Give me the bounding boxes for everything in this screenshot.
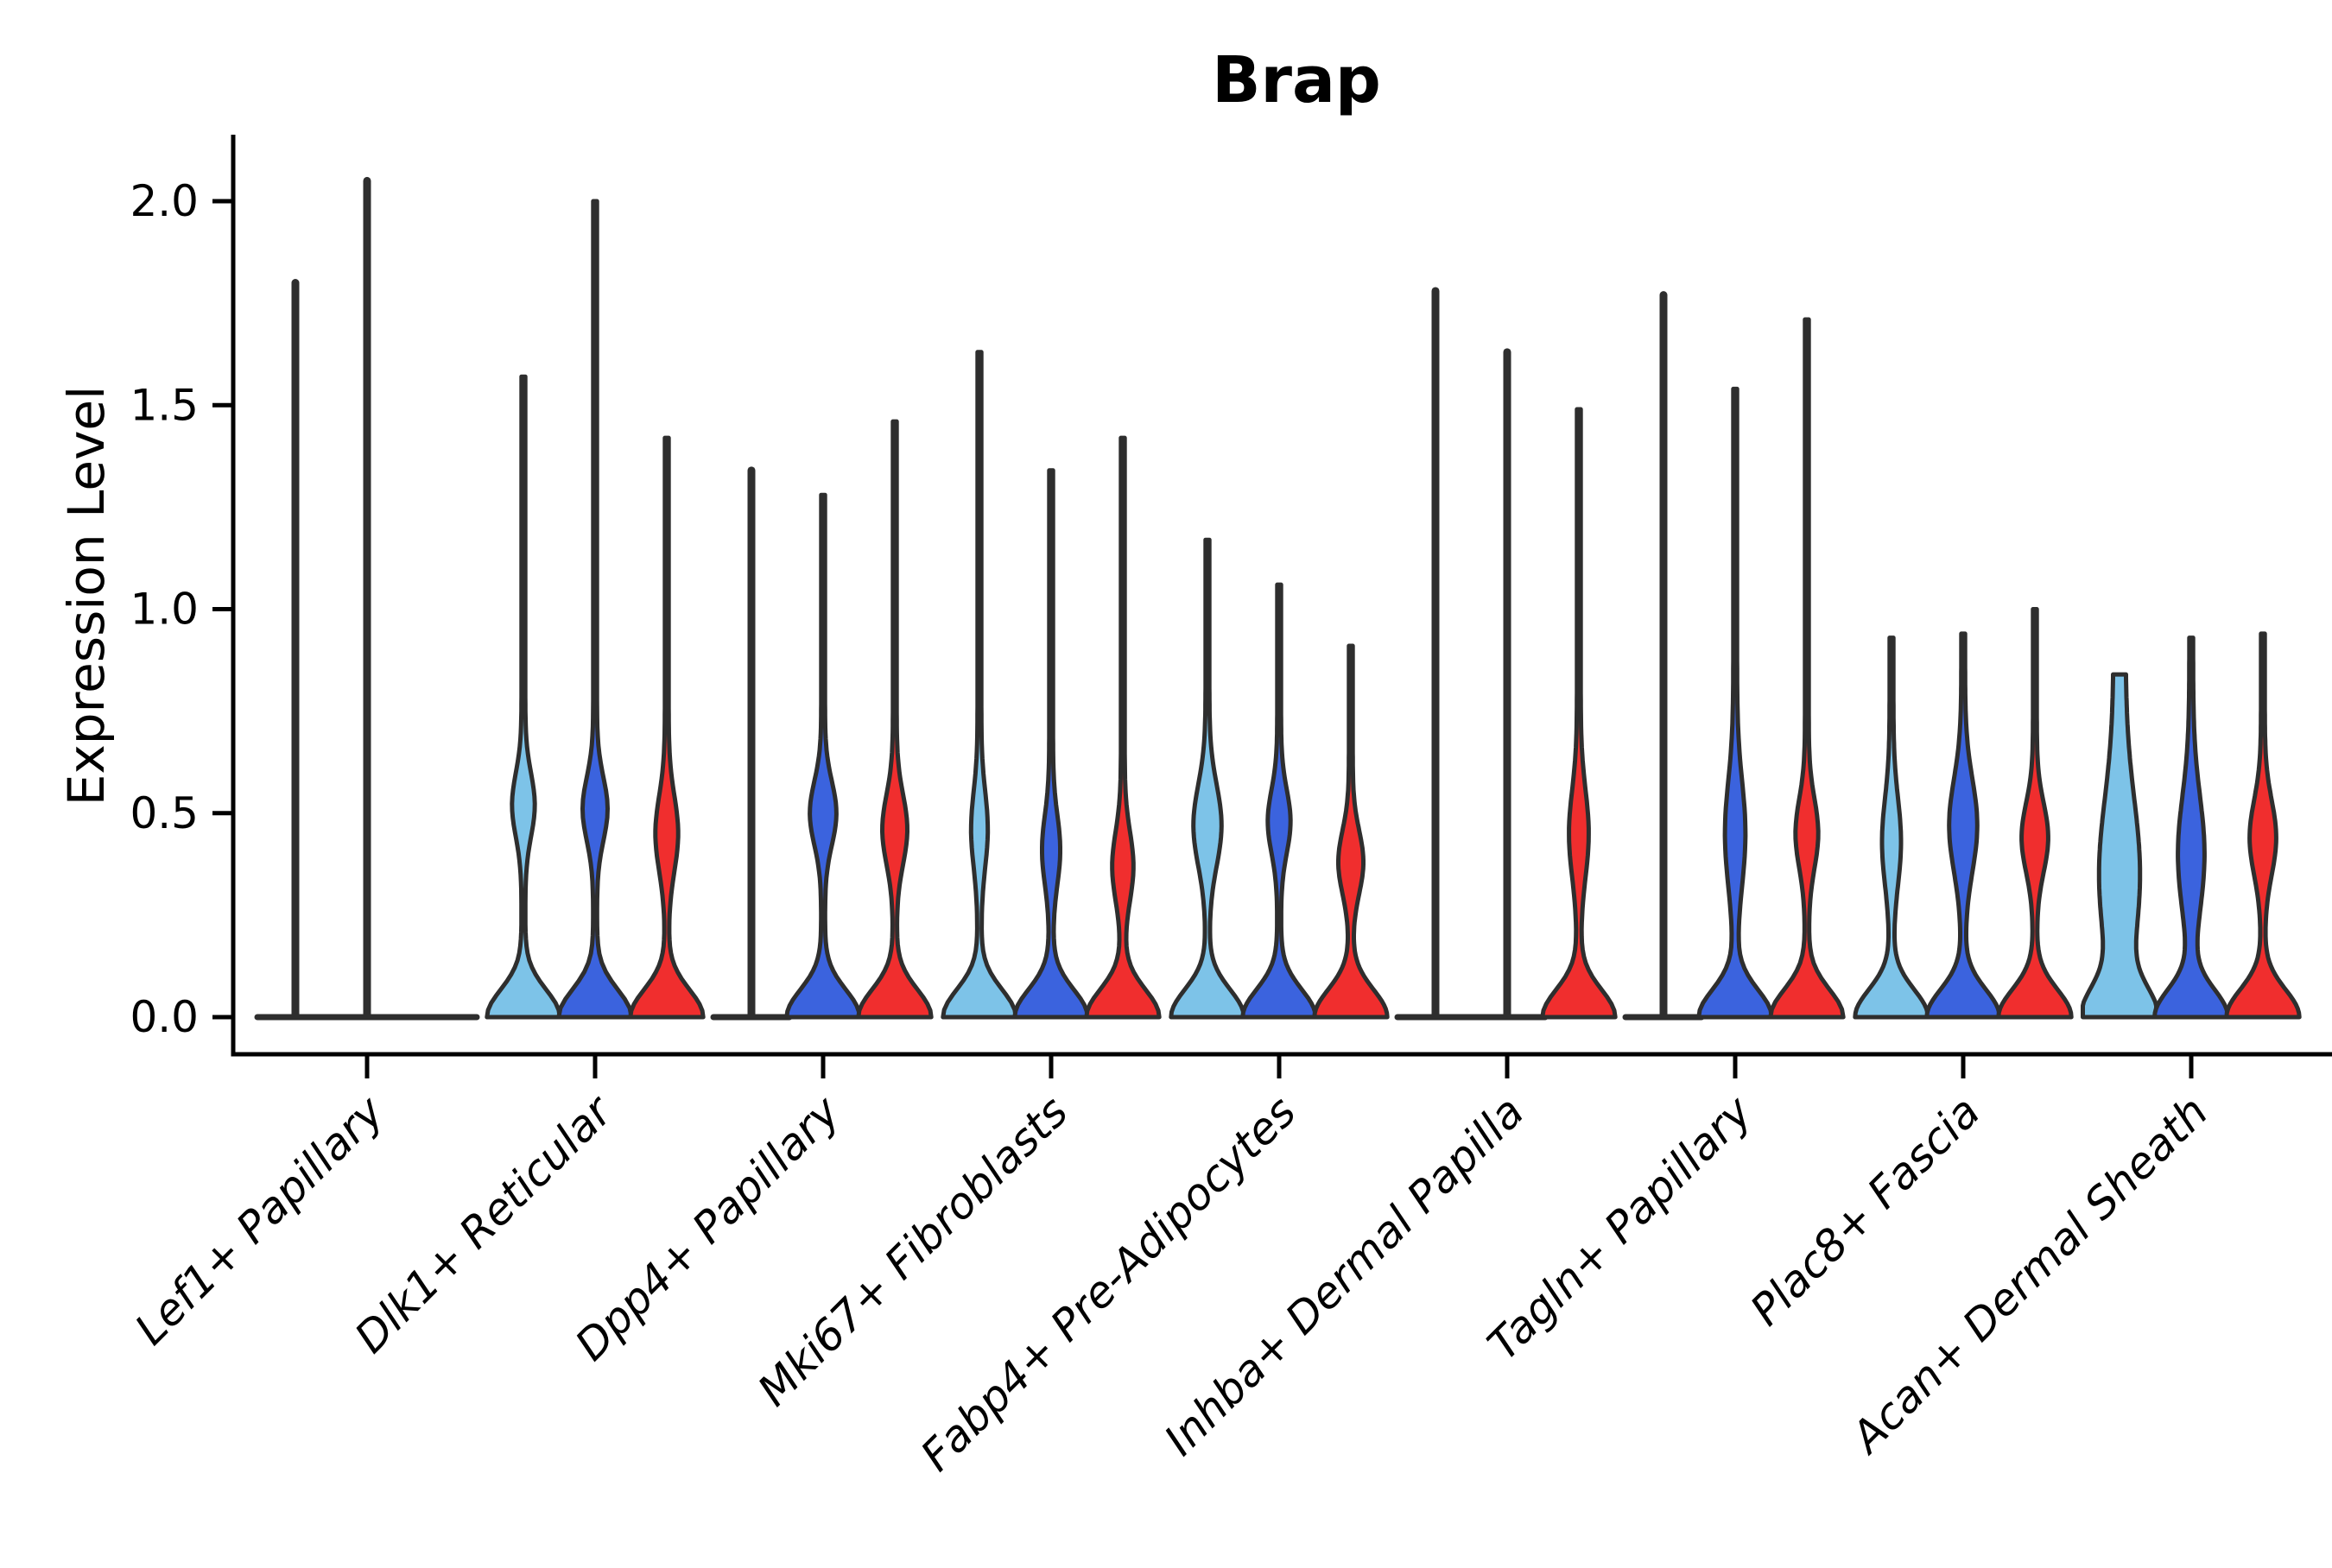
violin-3-royal_blue — [784, 492, 862, 1020]
violin-4-royal_blue — [1012, 468, 1090, 1020]
y-axis-label: Expression Level — [57, 385, 116, 806]
violin-9-red — [2224, 631, 2302, 1020]
violin-9-light_blue — [2081, 672, 2158, 1020]
x-tick-label: Fabp4+ Pre-Adipocytes — [911, 1086, 1306, 1481]
violin-6-red — [1540, 407, 1618, 1020]
y-tick-label: 0.0 — [130, 992, 199, 1042]
x-tick-label: Lef1+ Papillary — [125, 1085, 394, 1354]
y-tick-label: 2.0 — [130, 176, 199, 226]
violin-8-royal_blue — [1924, 631, 2002, 1020]
violin-2-red — [628, 435, 706, 1020]
y-tick-label: 1.5 — [130, 380, 199, 430]
violin-3-red — [856, 419, 934, 1020]
violin-2-royal_blue — [556, 199, 634, 1020]
violin-8-red — [1996, 607, 2074, 1020]
violin-plot-figure: 0.0 0.5 1.0 1.5 2.0 Lef1+ Papillary Dlk1+ Reti… — [35, 14, 2332, 1540]
axis-spines — [231, 135, 2332, 1057]
x-tick-label: Plac8+ Fascia — [1741, 1086, 1990, 1335]
violin-5-red — [1312, 643, 1390, 1020]
violin-5-royal_blue — [1240, 582, 1318, 1020]
violin-2-light_blue — [485, 374, 562, 1020]
y-tick-label: 0.5 — [130, 788, 199, 838]
violin-5-light_blue — [1169, 537, 1246, 1020]
violin-4-light_blue — [941, 350, 1018, 1020]
y-tick-label: 1.0 — [130, 585, 199, 635]
violin-4-red — [1084, 435, 1162, 1020]
violin-7-red — [1768, 317, 1846, 1020]
violin-9-royal_blue — [2152, 635, 2230, 1020]
violin-7-royal_blue — [1696, 386, 1774, 1020]
x-tick-label: Inhba+ Dermal Papilla — [1155, 1086, 1533, 1464]
chart-title: Brap — [1212, 43, 1381, 117]
violin-8-light_blue — [1853, 635, 1930, 1020]
